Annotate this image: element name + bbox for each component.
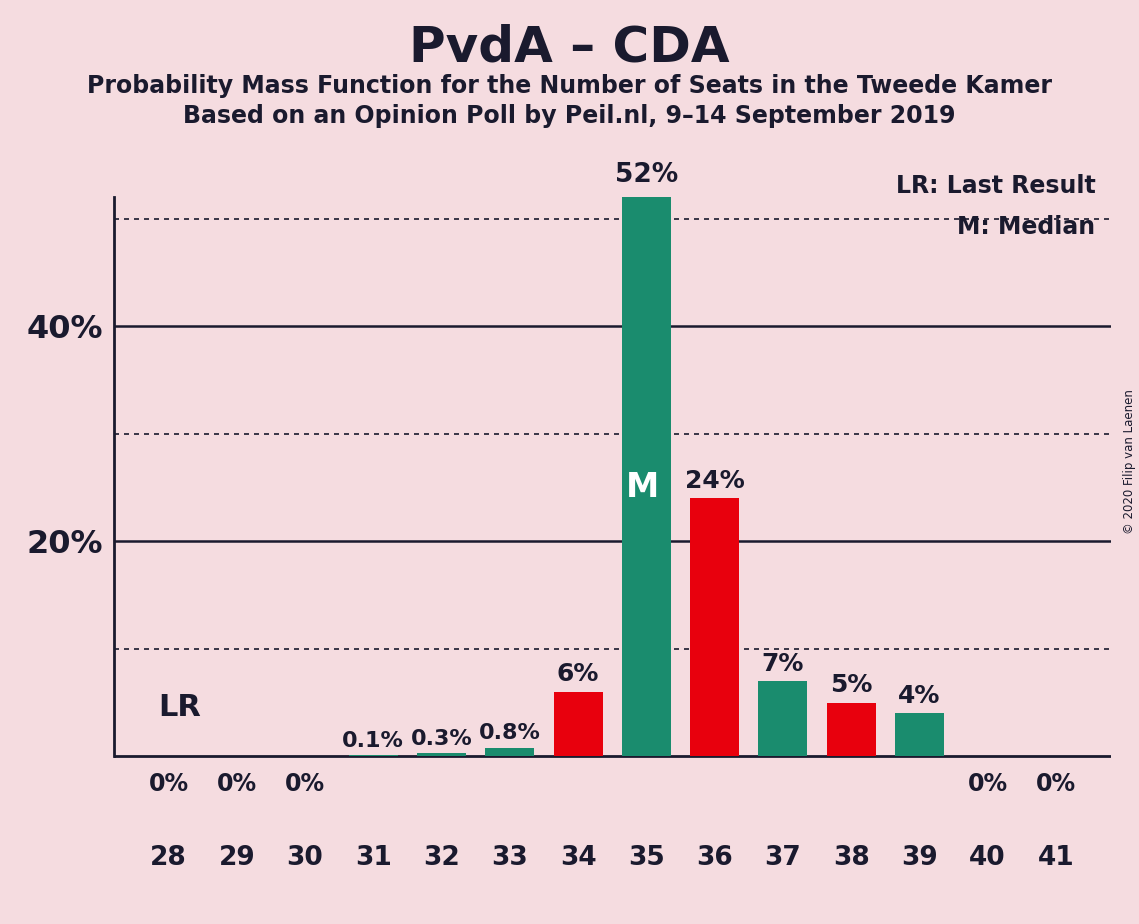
Text: M: Median: M: Median bbox=[958, 215, 1096, 239]
Text: LR: LR bbox=[158, 693, 202, 723]
Text: 4%: 4% bbox=[899, 684, 941, 708]
Bar bbox=[622, 197, 671, 757]
Text: PvdA – CDA: PvdA – CDA bbox=[409, 23, 730, 71]
Text: 6%: 6% bbox=[557, 663, 599, 687]
Bar bbox=[690, 498, 739, 757]
Text: M: M bbox=[626, 471, 659, 504]
Bar bbox=[895, 713, 944, 757]
Text: © 2020 Filip van Laenen: © 2020 Filip van Laenen bbox=[1123, 390, 1136, 534]
Text: 0%: 0% bbox=[1035, 772, 1076, 796]
Bar bbox=[417, 753, 466, 757]
Text: 0.3%: 0.3% bbox=[411, 729, 473, 748]
Text: Based on an Opinion Poll by Peil.nl, 9–14 September 2019: Based on an Opinion Poll by Peil.nl, 9–1… bbox=[183, 104, 956, 128]
Bar bbox=[349, 755, 398, 757]
Text: Probability Mass Function for the Number of Seats in the Tweede Kamer: Probability Mass Function for the Number… bbox=[87, 74, 1052, 98]
Text: 24%: 24% bbox=[685, 468, 745, 492]
Bar bbox=[827, 702, 876, 757]
Text: 5%: 5% bbox=[830, 674, 872, 697]
Text: 7%: 7% bbox=[762, 651, 804, 675]
Text: 0.1%: 0.1% bbox=[343, 731, 404, 751]
Bar bbox=[485, 748, 534, 757]
Text: 52%: 52% bbox=[615, 163, 678, 188]
Text: 0%: 0% bbox=[216, 772, 256, 796]
Text: 0.8%: 0.8% bbox=[478, 723, 541, 744]
Bar bbox=[554, 692, 603, 757]
Text: 0%: 0% bbox=[285, 772, 325, 796]
Text: LR: Last Result: LR: Last Result bbox=[896, 175, 1096, 198]
Text: 0%: 0% bbox=[148, 772, 189, 796]
Text: 0%: 0% bbox=[968, 772, 1008, 796]
Bar bbox=[759, 681, 808, 757]
